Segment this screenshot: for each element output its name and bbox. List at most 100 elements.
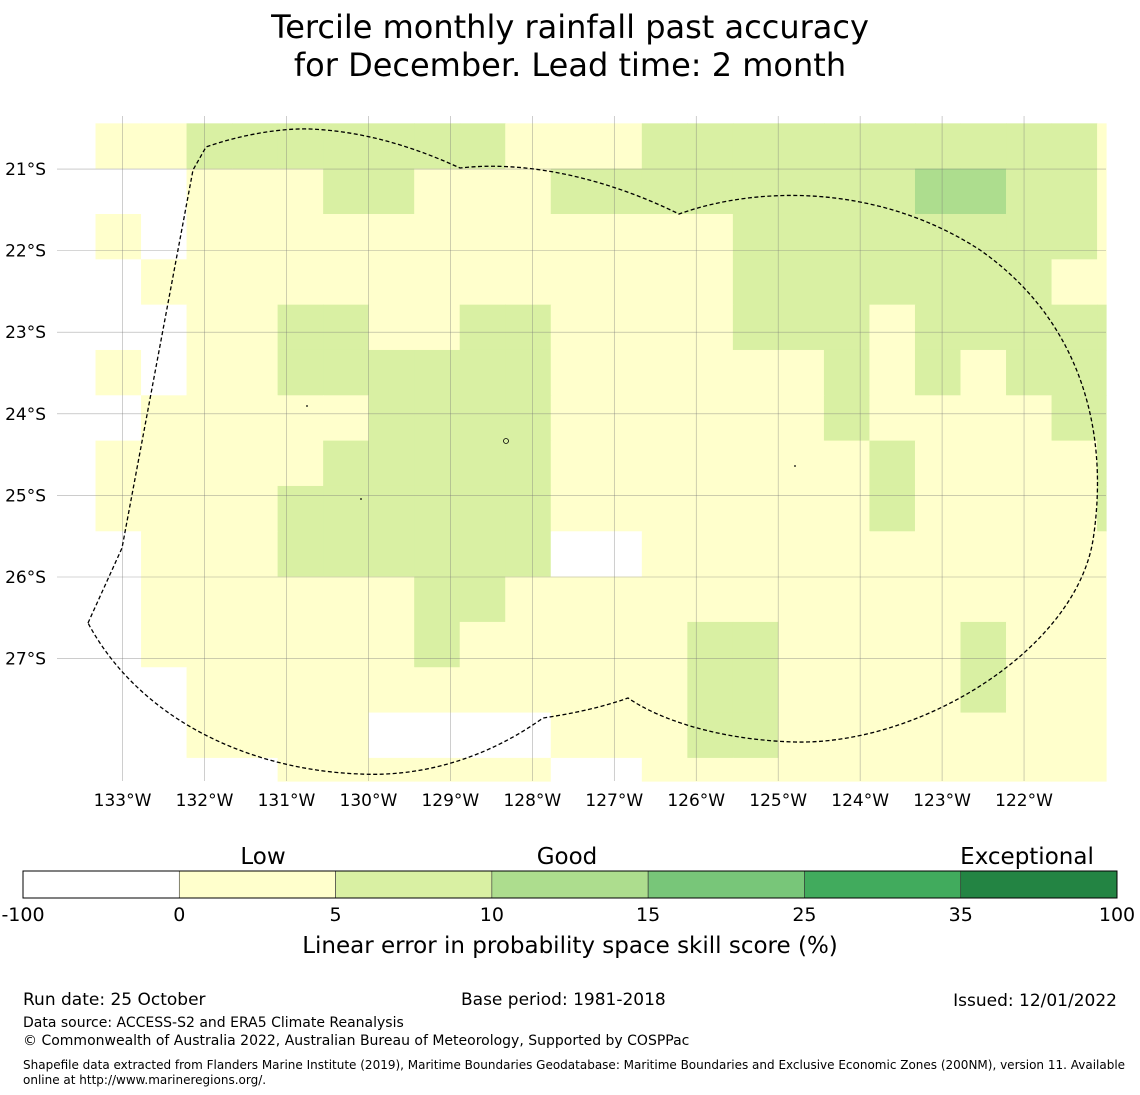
heatmap-cell xyxy=(277,168,324,215)
heatmap-cell xyxy=(277,576,324,623)
heatmap-cell xyxy=(869,440,916,487)
heatmap-cell xyxy=(960,259,1007,306)
heatmap-cell xyxy=(368,304,415,351)
heatmap-cell xyxy=(95,712,142,759)
heatmap-cell xyxy=(186,213,233,260)
heatmap-cell xyxy=(277,123,324,170)
heatmap-cell xyxy=(687,259,734,306)
heatmap-cell xyxy=(232,168,279,215)
heatmap-cell xyxy=(141,123,188,170)
heatmap-cell xyxy=(596,259,643,306)
heatmap-cell xyxy=(823,168,871,215)
heatmap-cell xyxy=(141,485,188,532)
heatmap-cell xyxy=(232,667,279,714)
heatmap-cell xyxy=(277,440,324,487)
heatmap-cell xyxy=(141,576,188,623)
heatmap-cell xyxy=(550,123,597,170)
y-tick-label: 23°S xyxy=(5,323,46,343)
heatmap-cell xyxy=(186,304,233,351)
heatmap-cell xyxy=(186,621,233,668)
heatmap-cell xyxy=(277,485,324,532)
heatmap-cell xyxy=(1006,667,1053,714)
heatmap-cell xyxy=(914,440,962,487)
heatmap-cell xyxy=(141,168,188,215)
heatmap-cell xyxy=(687,757,734,782)
chart-title: Tercile monthly rainfall past accuracy xyxy=(271,8,869,46)
heatmap-cell xyxy=(277,349,324,396)
heatmap-cell xyxy=(1051,259,1098,306)
colorbar-segment xyxy=(804,870,962,899)
heatmap-cell xyxy=(550,757,597,782)
heatmap-cell xyxy=(641,213,688,260)
heatmap-cell xyxy=(186,395,233,442)
heatmap-cell xyxy=(1097,485,1107,532)
heatmap-cell xyxy=(1006,123,1053,170)
heatmap-cell xyxy=(596,395,643,442)
heatmap-cell xyxy=(778,213,825,260)
heatmap-cell xyxy=(186,667,233,714)
heatmap-cell xyxy=(732,667,779,714)
heatmap-cell xyxy=(914,757,962,782)
heatmap-cell xyxy=(641,395,688,442)
heatmap-cell xyxy=(596,712,643,759)
heatmap-cell xyxy=(1097,712,1107,759)
heatmap-cell xyxy=(778,304,825,351)
colorbar-segment xyxy=(647,870,805,899)
heatmap-cell xyxy=(505,440,552,487)
run-date: Run date: 25 October xyxy=(23,990,206,1010)
y-tick-label: 25°S xyxy=(5,486,46,506)
heatmap-cell xyxy=(368,757,415,782)
heatmap-cell xyxy=(869,213,916,260)
heatmap-cell xyxy=(414,757,461,782)
heatmap-cell xyxy=(960,576,1007,623)
heatmap-cell xyxy=(95,667,142,714)
heatmap-cell xyxy=(641,757,688,782)
heatmap-cell xyxy=(732,213,779,260)
heatmap-cell xyxy=(368,123,415,170)
heatmap-cell xyxy=(95,259,142,306)
heatmap-cell xyxy=(732,531,779,578)
heatmap-cell xyxy=(869,304,916,351)
heatmap-cell xyxy=(232,621,279,668)
heatmap-cell xyxy=(960,395,1007,442)
heatmap-cell xyxy=(869,485,916,532)
heatmap-cell xyxy=(732,440,779,487)
heatmap-cell xyxy=(1006,395,1053,442)
heatmap-cell xyxy=(232,304,279,351)
heatmap-cell xyxy=(1097,213,1107,260)
heatmap-cell xyxy=(95,757,142,782)
heatmap-cell xyxy=(459,757,506,782)
heatmap-cell xyxy=(186,531,233,578)
heatmap-cell xyxy=(550,349,597,396)
heatmap-cell xyxy=(277,712,324,759)
heatmap-cell xyxy=(687,667,734,714)
heatmap-cell xyxy=(960,349,1007,396)
heatmap-cell xyxy=(414,440,461,487)
heatmap-cell xyxy=(596,304,643,351)
heatmap-cell xyxy=(368,213,415,260)
heatmap-cell xyxy=(1097,168,1107,215)
heatmap-cell xyxy=(869,576,916,623)
heatmap-cell xyxy=(778,349,825,396)
heatmap-cell xyxy=(141,395,188,442)
heatmap-cell xyxy=(186,259,233,306)
heatmap-cell xyxy=(141,757,188,782)
heatmap-cell xyxy=(323,531,370,578)
heatmap-cell xyxy=(550,667,597,714)
colorbar-label: Linear error in probability space skill … xyxy=(302,933,838,959)
heatmap-cell xyxy=(687,168,734,215)
heatmap-cell xyxy=(1097,395,1107,442)
heatmap-cell xyxy=(960,168,1007,215)
heatmap-cell xyxy=(778,712,825,759)
heatmap-cell xyxy=(323,667,370,714)
colorbar-segment xyxy=(178,870,336,899)
heatmap-cell xyxy=(641,621,688,668)
heatmap-cell xyxy=(232,757,279,782)
heatmap-cell xyxy=(1097,440,1107,487)
heatmap-cell xyxy=(732,259,779,306)
heatmap-cell xyxy=(641,349,688,396)
heatmap-cell xyxy=(1006,168,1053,215)
colorbar-tick-label: 15 xyxy=(636,904,660,926)
heatmap-cell xyxy=(1097,757,1107,782)
heatmap-cell xyxy=(368,621,415,668)
